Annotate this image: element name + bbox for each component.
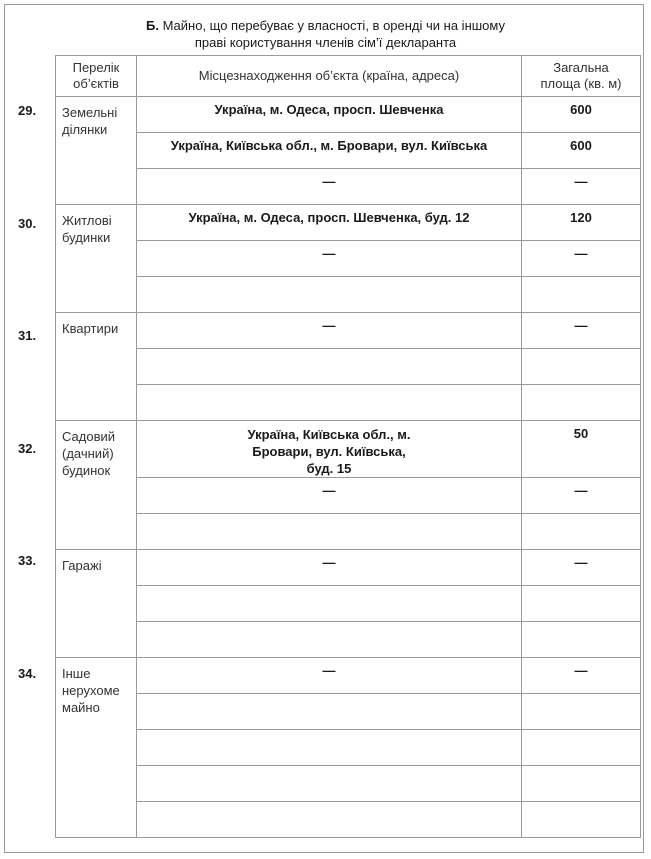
page-frame <box>4 4 644 853</box>
object-type-label: Житлові будинки <box>55 204 137 313</box>
address-cell <box>136 585 522 622</box>
object-type-label: Садовий (дачний) будинок <box>55 420 137 550</box>
address-cell <box>136 513 522 550</box>
table-row: Україна, Київська обл., м. Бровари, вул.… <box>56 132 641 169</box>
section-letter: Б. <box>145 18 159 33</box>
header-row: Перелік об’єктів Місцезнаходження об’єкт… <box>55 55 641 97</box>
table-row <box>56 585 641 622</box>
area-cell <box>521 585 641 622</box>
area-cell: 120 <box>521 204 641 241</box>
table-row <box>56 729 641 766</box>
address-cell: — <box>136 549 522 586</box>
area-cell: — <box>521 549 641 586</box>
address-cell: — <box>136 657 522 694</box>
section-number: 30. <box>18 215 37 231</box>
object-type-label: Гаражі <box>55 549 137 658</box>
section-number: 31. <box>18 328 37 343</box>
table-row: Інше нерухоме майно — — <box>55 657 641 838</box>
area-cell: — <box>521 168 641 205</box>
object-type-label: Земельні ділянки <box>55 96 137 205</box>
table-row: Земельні ділянки Україна, м. Одеса, просп… <box>55 96 641 205</box>
address-cell <box>136 765 522 802</box>
table-row <box>56 801 641 838</box>
address-cell <box>136 801 522 838</box>
address-cell: — <box>136 312 522 349</box>
title-line-1: Майно, що перебуває у власності, в оренд… <box>158 18 505 33</box>
area-cell <box>521 276 641 313</box>
area-cell: — <box>521 657 641 694</box>
section-number: 29. <box>18 103 37 118</box>
area-cell <box>521 621 641 658</box>
table-row: Гаражі — — <box>55 549 641 658</box>
section-number: 33. <box>18 553 37 568</box>
address-cell <box>136 621 522 658</box>
address-cell <box>136 693 522 730</box>
title-line-2: праві користування членів сім’ї декларан… <box>194 35 457 50</box>
address-cell: — <box>136 240 522 277</box>
area-cell <box>521 801 641 838</box>
area-cell: 600 <box>521 96 641 133</box>
object-type-label: Інше нерухоме майно <box>55 657 137 838</box>
header-area: Загальна площа (кв. м) <box>521 55 641 97</box>
address-cell <box>136 348 522 385</box>
address-cell: — <box>136 477 522 514</box>
table-row: — — <box>56 477 641 514</box>
address-cell: Україна, Київська обл., м. Бровари, вул.… <box>136 132 522 169</box>
table-row: Квартири — — <box>55 312 641 421</box>
table-row <box>56 513 641 550</box>
address-cell: — <box>136 168 522 205</box>
section-title: Б. Майно, що перебуває у власності, в ор… <box>0 17 651 51</box>
address-cell <box>136 384 522 421</box>
table-row <box>56 693 641 730</box>
section-number: 34. <box>18 665 37 681</box>
area-cell: — <box>521 477 641 514</box>
area-cell <box>521 729 641 766</box>
area-cell <box>521 693 641 730</box>
table-row: Садовий (дачний) будинок Україна, Київськ… <box>55 420 641 550</box>
address-cell: Україна, м. Одеса, просп. Шевченка, буд.… <box>136 204 522 241</box>
area-cell: — <box>521 240 641 277</box>
table-row: — — <box>56 240 641 277</box>
address-cell <box>136 729 522 766</box>
table-row <box>56 348 641 385</box>
address-cell <box>136 276 522 313</box>
area-cell <box>521 348 641 385</box>
area-cell: — <box>521 312 641 349</box>
header-objects: Перелік об’єктів <box>55 55 137 97</box>
table-row <box>56 276 641 313</box>
area-cell <box>521 513 641 550</box>
address-cell: Україна, м. Одеса, просп. Шевченка <box>136 96 522 133</box>
header-location: Місцезнаходження об’єкта (країна, адреса… <box>136 55 522 97</box>
table-row <box>56 621 641 658</box>
object-type-label: Квартири <box>55 312 137 421</box>
area-cell <box>521 384 641 421</box>
area-cell <box>521 765 641 802</box>
property-table: Перелік об’єктів Місцезнаходження об’єкт… <box>55 55 641 838</box>
table-row <box>56 765 641 802</box>
area-cell: 50 <box>521 420 641 478</box>
table-row: — — <box>56 168 641 205</box>
table-row <box>56 384 641 421</box>
address-cell: Україна, Київська обл., м. Бровари, вул.… <box>136 420 522 478</box>
table-row: Житлові будинки Україна, м. Одеса, просп.… <box>55 204 641 313</box>
section-number: 32. <box>18 440 37 456</box>
area-cell: 600 <box>521 132 641 169</box>
